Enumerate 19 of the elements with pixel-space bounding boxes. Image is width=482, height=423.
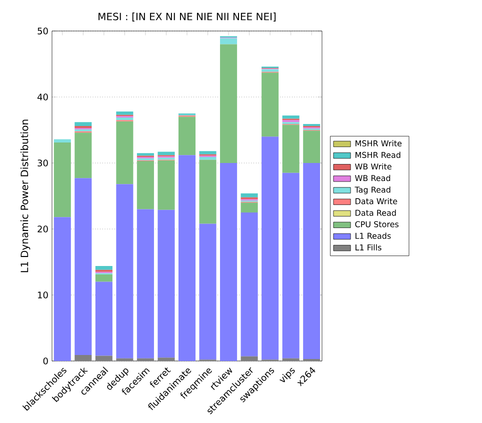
legend-label: WB Write — [355, 163, 392, 170]
y-tick-label: 50 — [38, 28, 48, 34]
y-tick-label: 20 — [38, 226, 48, 232]
legend-label: CPU Stores — [355, 221, 398, 228]
legend-label: Data Read — [356, 210, 396, 216]
legend-label: MSHR Read — [356, 152, 400, 158]
legend-label: MSHR Write — [356, 140, 402, 146]
legend-label: L1 Reads — [356, 232, 391, 239]
legend-label: WB Read — [355, 174, 390, 182]
x-tick-label: vips — [280, 368, 295, 382]
chart-title: MESI : [IN EX NI NE NIE NII NEE NEI] — [98, 12, 276, 22]
y-axis-title: L1 Dynamic Power Distribution — [20, 120, 30, 272]
y-tick-label: 30 — [38, 160, 48, 166]
legend-label: L1 Fills — [356, 244, 382, 250]
y-tick-label: 0 — [43, 358, 48, 364]
y-tick-label: 40 — [37, 94, 48, 100]
y-tick-label: 10 — [38, 292, 48, 298]
legend-label: Data Write — [356, 198, 398, 204]
legend-label: Tag Read — [354, 186, 390, 194]
